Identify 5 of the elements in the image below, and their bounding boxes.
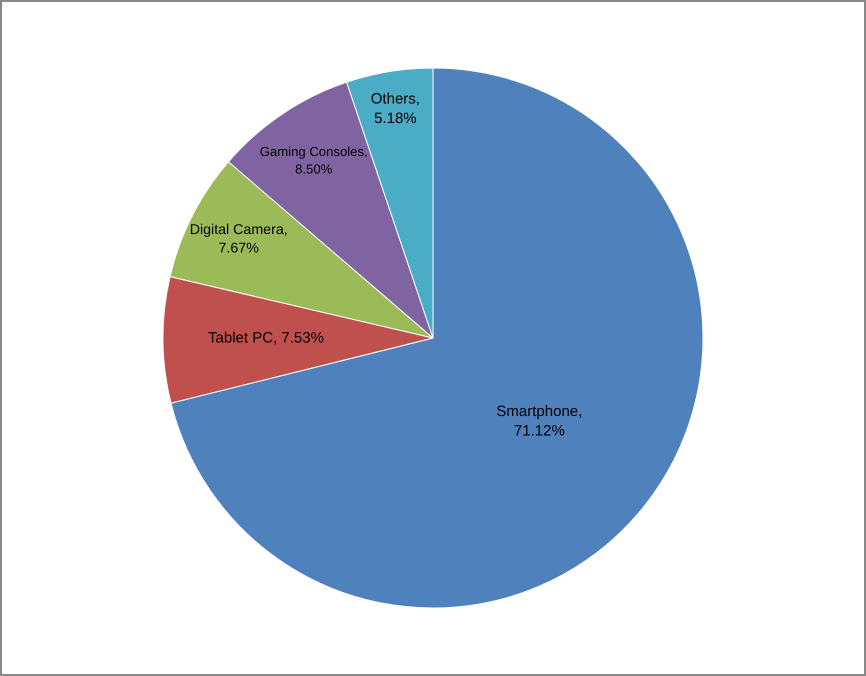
slice-label: Gaming Consoles, 8.50% xyxy=(260,144,368,176)
slice-label: Others, 5.18% xyxy=(370,90,420,127)
slice-label: Tablet PC, 7.53% xyxy=(208,330,324,346)
slice-label: Digital Camera, 7.67% xyxy=(190,222,288,257)
slice-label: Smartphone, 71.12% xyxy=(496,402,582,440)
